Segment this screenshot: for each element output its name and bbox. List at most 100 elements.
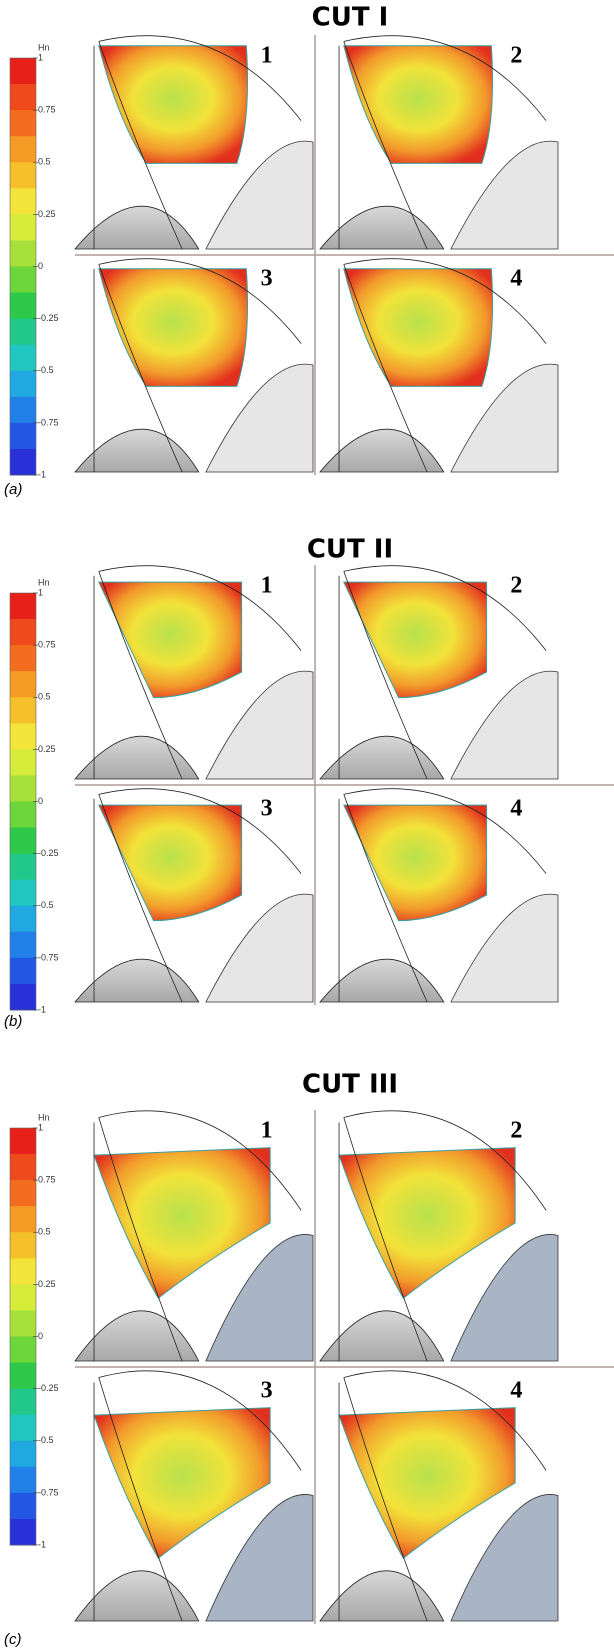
colorbar-band [10,188,36,215]
hub-surface [320,959,444,1002]
panel-label: (c) [4,1631,22,1648]
hub-surface [75,1311,199,1361]
colorbar-tick-label: 0 [38,796,43,806]
colorbar-tick-label: -0.25 [38,313,59,323]
colorbar-band [10,1258,36,1285]
colorbar-tick-label: 1 [38,587,43,597]
colorbar-label: Hn [38,577,50,587]
subplot-number: 1 [261,43,273,69]
hub-surface [320,1571,444,1621]
colorbar-band [10,932,36,959]
colorbar-band [10,1337,36,1364]
colorbar-tick-label: 0.75 [38,640,56,650]
colorbar-band [10,267,36,294]
subplot-number: 4 [510,1378,522,1404]
colorbar-band [10,645,36,672]
colorbar-tick-label: -0.5 [38,900,54,910]
subplot-number: 3 [261,1378,273,1404]
subplot: 4 [320,259,558,472]
subplot-number: 2 [510,43,522,69]
colorbar-band [10,1284,36,1311]
panel-label: (b) [4,1013,22,1030]
colorbar-tick-label: 0.25 [38,209,56,219]
contour-field [339,1408,515,1559]
colorbar-band [10,775,36,802]
colorbar-tick-label: 0 [38,1331,43,1341]
colorbar-tick-label: 0.5 [38,1227,51,1237]
colorbar-band [10,671,36,698]
colorbar-tick-label: -0.5 [38,365,54,375]
colorbar-tick-label: -1 [38,469,46,479]
colorbar-band [10,906,36,933]
colorbar-band [10,880,36,907]
contour-field [99,805,242,921]
blade-surface [206,1234,313,1361]
contour-field [94,1148,270,1299]
colorbar-tick-label: -0.25 [38,848,59,858]
colorbar-band [10,240,36,267]
colorbar-band [10,1389,36,1416]
contour-field [99,46,248,164]
colorbar-band [10,84,36,111]
contour-field [99,582,242,698]
panel-title: CUT III [302,1070,398,1100]
colorbar-band [10,802,36,829]
colorbar-band [10,854,36,881]
subplot: 3 [75,259,313,472]
figure: CUT I(a)Hn10.750.50.250-0.25-0.5-0.75-11… [0,0,614,1650]
colorbar-band [10,371,36,398]
panel-title: CUT I [312,3,389,33]
colorbar-band [10,319,36,346]
colorbar-band [10,58,36,85]
colorbar-tick-label: 0.25 [38,1279,56,1289]
colorbar-band [10,110,36,137]
panel-title: CUT II [307,535,393,565]
hub-surface [75,959,199,1002]
colorbar-band [10,749,36,776]
blade-surface [206,1494,313,1621]
colorbar-tick-label: -1 [38,1004,46,1014]
hub-surface [75,1571,199,1621]
colorbar-band [10,1154,36,1181]
hub-surface [320,736,444,779]
colorbar-band [10,958,36,985]
blade-surface [451,1234,558,1361]
colorbar-band [10,423,36,450]
contour-field [344,46,493,164]
colorbar-band [10,1363,36,1390]
subplot-number: 1 [261,1118,273,1144]
colorbar-tick-label: 0 [38,261,43,271]
hub-surface [320,429,444,472]
colorbar-band [10,1232,36,1259]
hub-surface [75,736,199,779]
colorbar-band [10,1467,36,1494]
colorbar-band [10,593,36,620]
contour-field [344,805,487,921]
contour-field [344,269,493,387]
colorbar-band [10,1519,36,1546]
subplot: 3 [75,789,313,1002]
colorbar-band [10,162,36,189]
subplot: 4 [320,1371,558,1621]
colorbar-tick-label: 1 [38,1122,43,1132]
colorbar-band [10,345,36,372]
colorbar-tick-label: 0.75 [38,105,56,115]
hub-surface [75,429,199,472]
hub-surface [320,1311,444,1361]
subplot-number: 3 [261,266,273,292]
colorbar-band [10,984,36,1011]
subplot: 2 [320,1111,558,1361]
blade-surface [451,1494,558,1621]
colorbar-tick-label: 0.75 [38,1175,56,1185]
colorbar-band [10,697,36,724]
subplot-number: 4 [510,796,522,822]
colorbar-band [10,293,36,320]
contour-field [344,582,487,698]
subplot: 4 [320,789,558,1002]
blade-surface [451,671,558,779]
colorbar-tick-label: -0.25 [38,1383,59,1393]
colorbar-band [10,397,36,424]
colorbar-band [10,1310,36,1337]
colorbar-tick-label: 0.5 [38,157,51,167]
hub-surface [75,206,199,249]
